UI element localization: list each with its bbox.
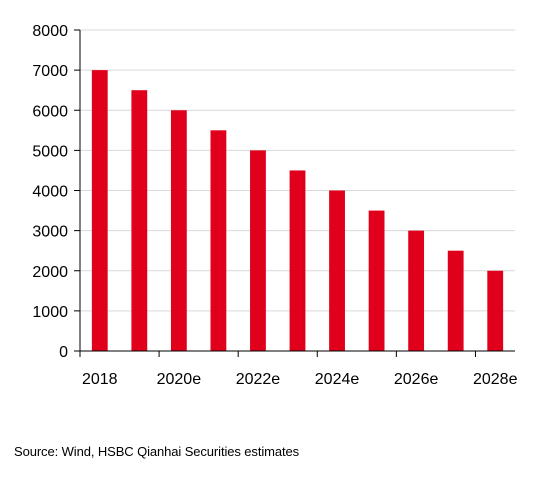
tick-labels: 0 1000 2000 3000 4000 5000 6000 7000 8000 2018 202… [32, 23, 517, 388]
bar-2026e [408, 230, 425, 351]
bar-2023e [289, 170, 306, 351]
source-note: Source: Wind, HSBC Qianhai Securities es… [14, 444, 300, 459]
bar-2028e [487, 270, 504, 351]
y-tick-label: 2000 [32, 264, 68, 281]
y-tick-label: 4000 [32, 184, 68, 201]
bar-2027e [447, 250, 464, 351]
bar-2020e [170, 110, 187, 351]
y-tick-label: 6000 [32, 103, 68, 120]
bars [91, 70, 504, 351]
y-tick-label: 7000 [32, 63, 68, 80]
x-tick-label: 2028e [473, 371, 518, 388]
x-tick-label: 2020e [157, 371, 202, 388]
bar-2021e [210, 130, 227, 351]
x-tick-label: 2022e [236, 371, 281, 388]
bar-chart: 0 1000 2000 3000 4000 5000 6000 7000 8000 2018 202… [32, 23, 517, 388]
bar-2019 [131, 90, 148, 351]
bar-2018 [91, 70, 108, 351]
x-tick-label: 2018 [82, 371, 118, 388]
y-tick-label: 3000 [32, 224, 68, 241]
x-tick-label: 2026e [394, 371, 439, 388]
x-tick-label: 2024e [315, 371, 360, 388]
bar-2022e [250, 150, 266, 351]
y-tick-label: 0 [59, 344, 68, 361]
bar-2025e [368, 210, 385, 351]
bar-2024e [329, 190, 345, 351]
axes [74, 29, 515, 357]
y-tick-label: 5000 [32, 143, 68, 160]
y-tick-label: 1000 [32, 304, 68, 321]
y-tick-label: 8000 [32, 23, 68, 40]
